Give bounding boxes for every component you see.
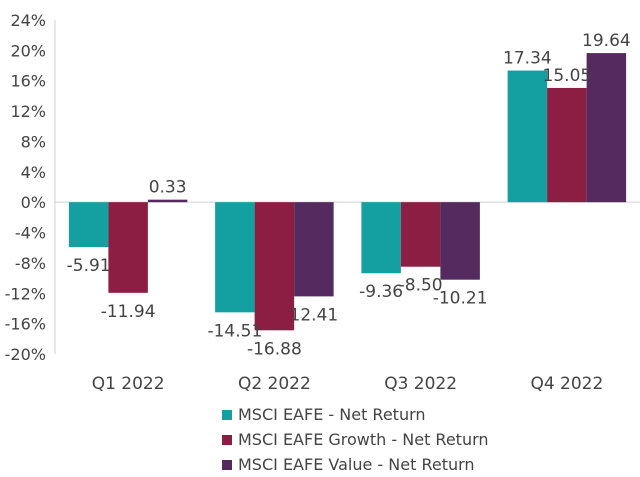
y-tick-label: -8% — [15, 254, 46, 273]
legend-label-growth: MSCI EAFE Growth - Net Return — [238, 430, 489, 449]
y-tick-label: 0% — [21, 193, 46, 212]
bar — [147, 199, 188, 203]
data-label: -14.51 — [207, 321, 262, 341]
data-label: -9.36 — [359, 282, 403, 302]
data-label: 15.05 — [543, 66, 592, 86]
legend-label-eafe: MSCI EAFE - Net Return — [238, 405, 426, 424]
data-label: 12.41 — [290, 305, 339, 325]
bar — [547, 87, 587, 203]
bar — [507, 70, 548, 203]
y-tick-label: 24% — [10, 11, 46, 30]
category-label: Q1 2022 — [92, 374, 165, 394]
bar — [68, 202, 109, 248]
bar — [254, 202, 295, 331]
bars-group — [68, 53, 627, 331]
data-label: -16.88 — [247, 339, 302, 359]
data-label: 0.33 — [149, 178, 187, 198]
bar — [108, 202, 148, 293]
category-label: Q2 2022 — [238, 374, 311, 394]
y-tick-label: -12% — [5, 284, 46, 303]
legend-swatch-growth — [222, 434, 232, 445]
data-labels-group: -5.91 -11.94 0.33 -14.51-16.88 12.41 -9.36-8.… — [67, 31, 631, 359]
legend-swatch-eafe — [222, 409, 232, 420]
y-axis-tick-labels: 24% 20% 16% 12% 8% 4% 0% -4% -8% -12% -16% -20% — [5, 11, 46, 364]
data-label: -10.21 — [433, 289, 488, 309]
legend-label-value: MSCI EAFE Value - Net Return — [238, 455, 475, 474]
y-tick-label: 8% — [21, 132, 46, 151]
y-tick-label: 12% — [10, 102, 46, 121]
legend-item-value: MSCI EAFE Value - Net Return — [222, 452, 489, 477]
y-tick-label: -4% — [15, 224, 46, 243]
bar — [440, 202, 480, 280]
bar-chart: 24% 20% 16% 12% 8% 4% 0% -4% -8% -12% -16% -20% -5.… — [5, 11, 640, 394]
data-label: -8.50 — [399, 276, 443, 296]
category-label: Q3 2022 — [384, 374, 457, 394]
legend-item-eafe: MSCI EAFE - Net Return — [222, 402, 489, 427]
data-label: -5.91 — [67, 256, 111, 276]
data-label: 19.64 — [582, 31, 631, 51]
bar — [294, 202, 334, 297]
bar — [361, 202, 401, 274]
legend-swatch-value — [222, 459, 232, 470]
bar — [215, 202, 255, 313]
y-tick-label: -16% — [5, 315, 46, 334]
bar — [586, 53, 627, 203]
y-tick-label: 20% — [10, 41, 46, 60]
y-tick-label: 4% — [21, 163, 46, 182]
bar — [400, 202, 441, 267]
category-label: Q4 2022 — [530, 374, 603, 394]
y-tick-label: -20% — [5, 345, 46, 364]
legend-item-growth: MSCI EAFE Growth - Net Return — [222, 427, 489, 452]
data-label: 17.34 — [503, 49, 552, 69]
category-labels-group: Q1 2022 Q2 2022 Q3 2022 Q4 2022 — [92, 374, 604, 394]
legend: MSCI EAFE - Net Return MSCI EAFE Growth … — [222, 402, 489, 477]
data-label: -11.94 — [101, 302, 156, 322]
y-tick-label: 16% — [10, 72, 46, 91]
